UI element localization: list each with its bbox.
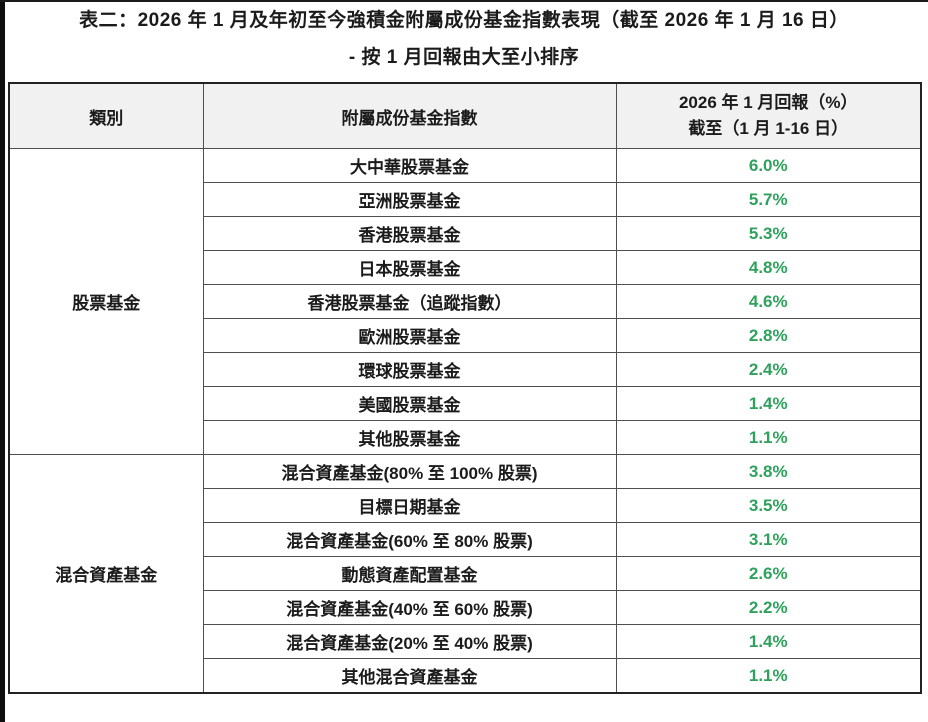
table-title-line2: - 按 1 月回報由大至小排序: [348, 47, 580, 68]
scan-edge-top: [0, 0, 928, 2]
header-fund-index: 附屬成份基金指數: [202, 82, 617, 149]
fund-performance-table: 類別 附屬成份基金指數 2026 年 1 月回報（%） 截至（1 月 1-16 …: [8, 82, 922, 694]
fund-name-cell: 大中華股票基金: [202, 148, 617, 183]
table-header-row: 類別 附屬成份基金指數 2026 年 1 月回報（%） 截至（1 月 1-16 …: [8, 82, 922, 149]
table-row: 香港股票基金（追蹤指數） 4.6%: [9, 284, 922, 319]
category-cell: 股票基金: [8, 148, 204, 455]
table-title-line1: 表二：2026 年 1 月及年初至今強積金附屬成份基金指數表現（截至 2026 …: [79, 10, 849, 31]
return-value-cell: 3.5%: [615, 488, 922, 523]
return-value-cell: 1.4%: [615, 386, 922, 421]
return-value-cell: 3.1%: [615, 522, 922, 557]
table-row: 亞洲股票基金 5.7%: [9, 182, 922, 217]
fund-name-cell: 其他混合資產基金: [202, 658, 617, 694]
table-row: 混合資產基金 混合資產基金(80% 至 100% 股票) 3.8%: [8, 454, 922, 694]
header-return-line2: 截至（1 月 1-16 日）: [688, 119, 849, 138]
category-cell: 混合資產基金: [8, 454, 204, 694]
fund-name-cell: 目標日期基金: [202, 488, 617, 523]
fund-name-cell: 亞洲股票基金: [202, 182, 617, 217]
fund-name-cell: 歐洲股票基金: [202, 318, 617, 353]
return-value-cell: 5.7%: [615, 182, 922, 217]
header-category: 類別: [8, 82, 204, 149]
table-row: 日本股票基金 4.8%: [9, 250, 922, 285]
table-row: 環球股票基金 2.4%: [9, 352, 922, 387]
table-row: 混合資產基金(40% 至 60% 股票) 2.2%: [9, 590, 922, 625]
return-value-cell: 5.3%: [615, 216, 922, 251]
header-return: 2026 年 1 月回報（%） 截至（1 月 1-16 日）: [615, 82, 922, 149]
table-row: 其他股票基金 1.1%: [9, 420, 922, 455]
fund-name-cell: 其他股票基金: [202, 420, 617, 455]
return-value-cell: 2.2%: [615, 590, 922, 625]
return-value-cell: 1.1%: [615, 420, 922, 455]
fund-name-cell: 混合資產基金(80% 至 100% 股票): [202, 454, 617, 489]
header-return-line1: 2026 年 1 月回報（%）: [678, 93, 858, 112]
return-value-cell: 4.6%: [615, 284, 922, 319]
fund-name-cell: 美國股票基金: [202, 386, 617, 421]
table-row: 混合資產基金(60% 至 80% 股票) 3.1%: [9, 522, 922, 557]
table-row: 混合資產基金(20% 至 40% 股票) 1.4%: [9, 624, 922, 659]
table-row: 其他混合資產基金 1.1%: [9, 658, 922, 694]
fund-name-cell: 香港股票基金（追蹤指數）: [202, 284, 617, 319]
fund-name-cell: 香港股票基金: [202, 216, 617, 251]
fund-name-cell: 日本股票基金: [202, 250, 617, 285]
return-value-cell: 2.8%: [615, 318, 922, 353]
table-body: 股票基金 大中華股票基金 6.0% 亞洲股票基金 5.7% 香港股票基金 5.3% 日本股票基…: [8, 148, 922, 694]
return-value-cell: 2.6%: [615, 556, 922, 591]
table-title: 表二：2026 年 1 月及年初至今強積金附屬成份基金指數表現（截至 2026 …: [5, 6, 923, 73]
return-value-cell: 1.1%: [615, 658, 922, 694]
fund-name-cell: 混合資產基金(60% 至 80% 股票): [202, 522, 617, 557]
return-value-cell: 2.4%: [615, 352, 922, 387]
table-row: 動態資產配置基金 2.6%: [9, 556, 922, 591]
fund-name-cell: 環球股票基金: [202, 352, 617, 387]
fund-name-cell: 混合資產基金(20% 至 40% 股票): [202, 624, 617, 659]
return-value-cell: 1.4%: [615, 624, 922, 659]
fund-name-cell: 混合資產基金(40% 至 60% 股票): [202, 590, 617, 625]
scan-edge-left: [0, 0, 5, 722]
return-value-cell: 3.8%: [615, 454, 922, 489]
table-row: 歐洲股票基金 2.8%: [9, 318, 922, 353]
return-value-cell: 6.0%: [615, 148, 922, 183]
return-value-cell: 4.8%: [615, 250, 922, 285]
table-row: 股票基金 大中華股票基金 6.0%: [8, 148, 922, 455]
table-row: 美國股票基金 1.4%: [9, 386, 922, 421]
fund-name-cell: 動態資產配置基金: [202, 556, 617, 591]
